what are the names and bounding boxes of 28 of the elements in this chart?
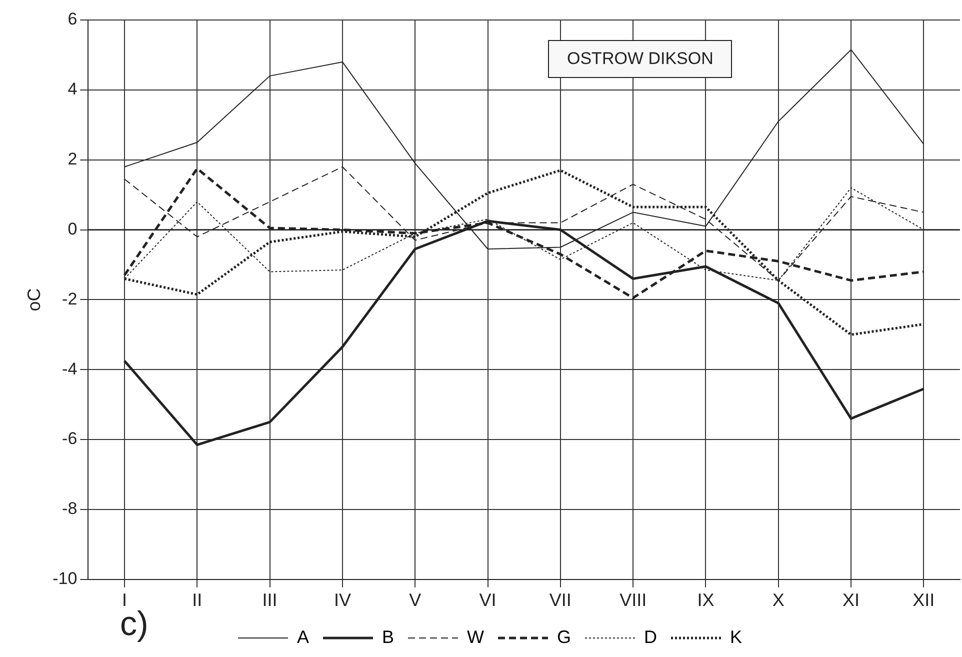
- legend-label: K: [730, 626, 742, 647]
- x-tick-label: IV: [334, 590, 351, 610]
- x-tick-label: V: [409, 590, 422, 610]
- legend-label: B: [382, 626, 394, 647]
- x-tick-label: III: [262, 590, 278, 610]
- y-tick-label: -10: [52, 569, 78, 588]
- x-tick-label: X: [772, 590, 784, 610]
- x-tick-label: XII: [912, 590, 935, 610]
- y-tick-label: 0: [68, 219, 78, 238]
- legend-label: A: [296, 626, 310, 647]
- x-tick-label: VI: [479, 590, 496, 610]
- x-tick-label: II: [192, 590, 202, 610]
- y-tick-label: 6: [68, 10, 78, 29]
- x-tick-label: XI: [842, 590, 860, 610]
- y-tick-label: 4: [68, 80, 78, 99]
- y-axis-title: oC: [24, 288, 44, 312]
- legend-label: W: [467, 626, 484, 647]
- x-tick-label: IX: [697, 590, 714, 610]
- text: OSTROW DIKSON: [548, 40, 732, 78]
- x-tick-label: VIII: [620, 590, 647, 610]
- y-tick-label: -6: [62, 429, 78, 448]
- y-tick-label: -8: [62, 499, 78, 518]
- legend-label: G: [557, 626, 572, 647]
- x-tick-label: VII: [549, 590, 572, 610]
- y-tick-label: -2: [62, 289, 78, 308]
- y-tick-label: 2: [68, 150, 78, 169]
- legend-label: D: [644, 626, 657, 647]
- y-tick-label: -4: [62, 359, 78, 378]
